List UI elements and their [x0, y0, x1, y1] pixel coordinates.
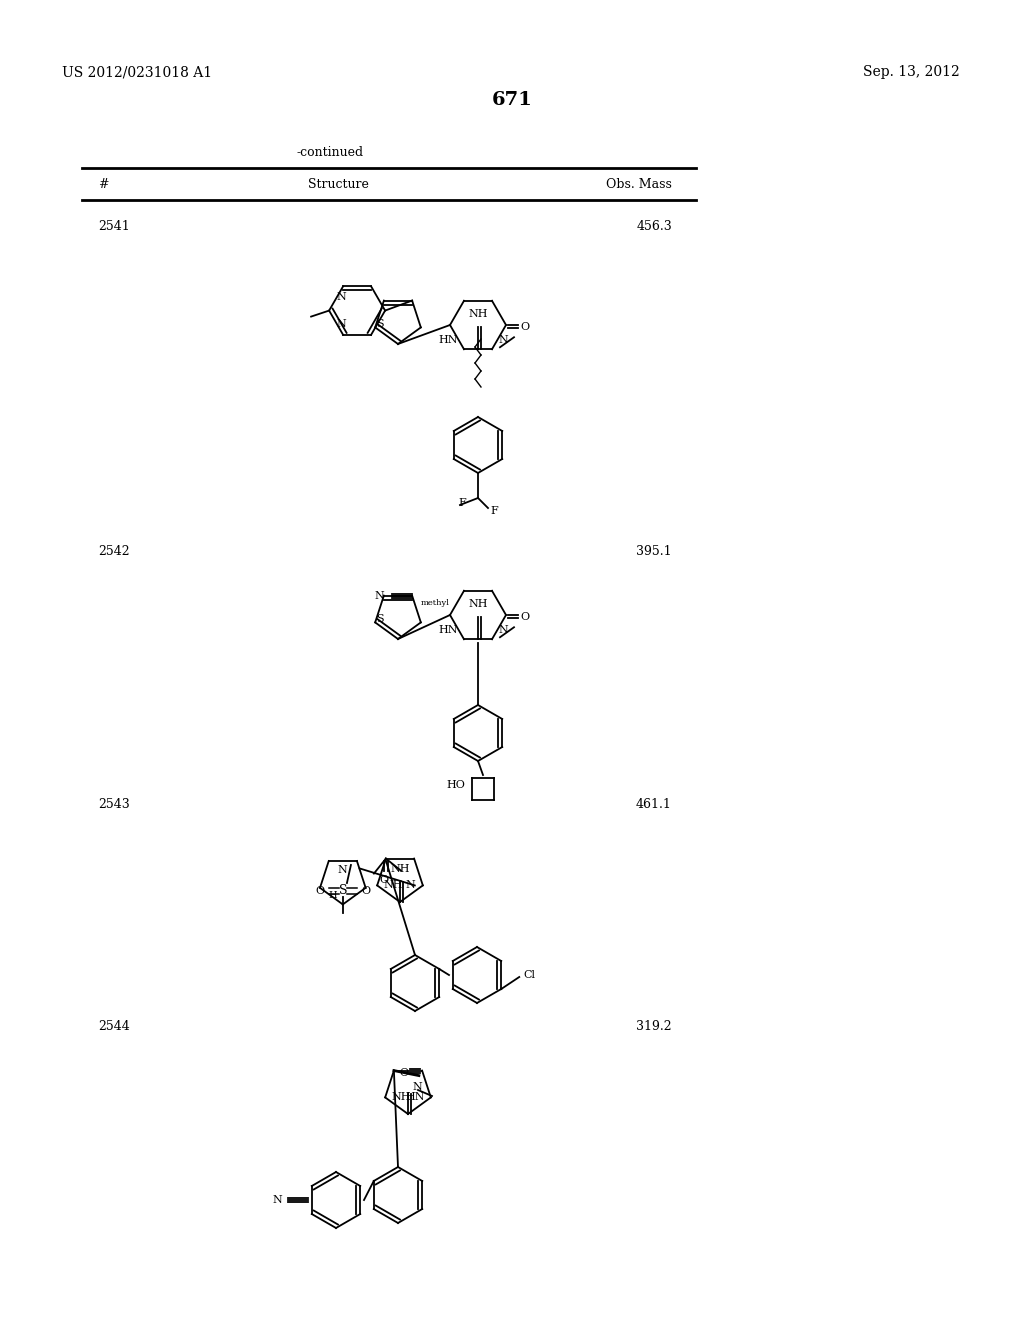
Text: O: O	[520, 612, 529, 622]
Text: HN: HN	[406, 1093, 425, 1102]
Text: N: N	[412, 1082, 422, 1092]
Text: NH: NH	[390, 865, 410, 874]
Text: N: N	[272, 1195, 282, 1205]
Text: 395.1: 395.1	[636, 545, 672, 558]
Text: N: N	[406, 880, 415, 891]
Text: Sep. 13, 2012: Sep. 13, 2012	[863, 65, 961, 79]
Text: O: O	[360, 886, 370, 896]
Text: 319.2: 319.2	[636, 1020, 672, 1034]
Text: N: N	[498, 626, 508, 635]
Text: Obs. Mass: Obs. Mass	[606, 177, 672, 190]
Text: N: N	[375, 590, 384, 601]
Text: NH: NH	[383, 880, 402, 891]
Text: N: N	[337, 865, 347, 875]
Text: H: H	[329, 891, 337, 900]
Text: Cl: Cl	[523, 970, 536, 979]
Text: methyl: methyl	[421, 599, 450, 607]
Text: O: O	[520, 322, 529, 333]
Text: #: #	[98, 177, 109, 190]
Text: 2543: 2543	[98, 799, 130, 810]
Text: F: F	[490, 506, 498, 516]
Text: F: F	[459, 498, 466, 508]
Text: HN: HN	[438, 626, 458, 635]
Text: HO: HO	[446, 780, 465, 789]
Text: 2544: 2544	[98, 1020, 130, 1034]
Text: US 2012/0231018 A1: US 2012/0231018 A1	[62, 65, 212, 79]
Text: O: O	[399, 1068, 409, 1077]
Text: 671: 671	[492, 91, 532, 110]
Text: S: S	[376, 614, 383, 624]
Text: O: O	[379, 875, 388, 884]
Text: N: N	[336, 292, 346, 302]
Text: 461.1: 461.1	[636, 799, 672, 810]
Text: HN: HN	[438, 335, 458, 346]
Text: NH: NH	[468, 599, 487, 610]
Text: S: S	[376, 319, 383, 329]
Text: N: N	[498, 335, 508, 346]
Text: NH: NH	[468, 309, 487, 319]
Text: NH: NH	[391, 1093, 411, 1102]
Text: 2542: 2542	[98, 545, 130, 558]
Text: 456.3: 456.3	[636, 220, 672, 234]
Text: S: S	[339, 884, 347, 898]
Text: Structure: Structure	[307, 177, 369, 190]
Text: N: N	[336, 319, 346, 329]
Text: -continued: -continued	[296, 147, 364, 160]
Text: O: O	[315, 886, 325, 896]
Text: 2541: 2541	[98, 220, 130, 234]
